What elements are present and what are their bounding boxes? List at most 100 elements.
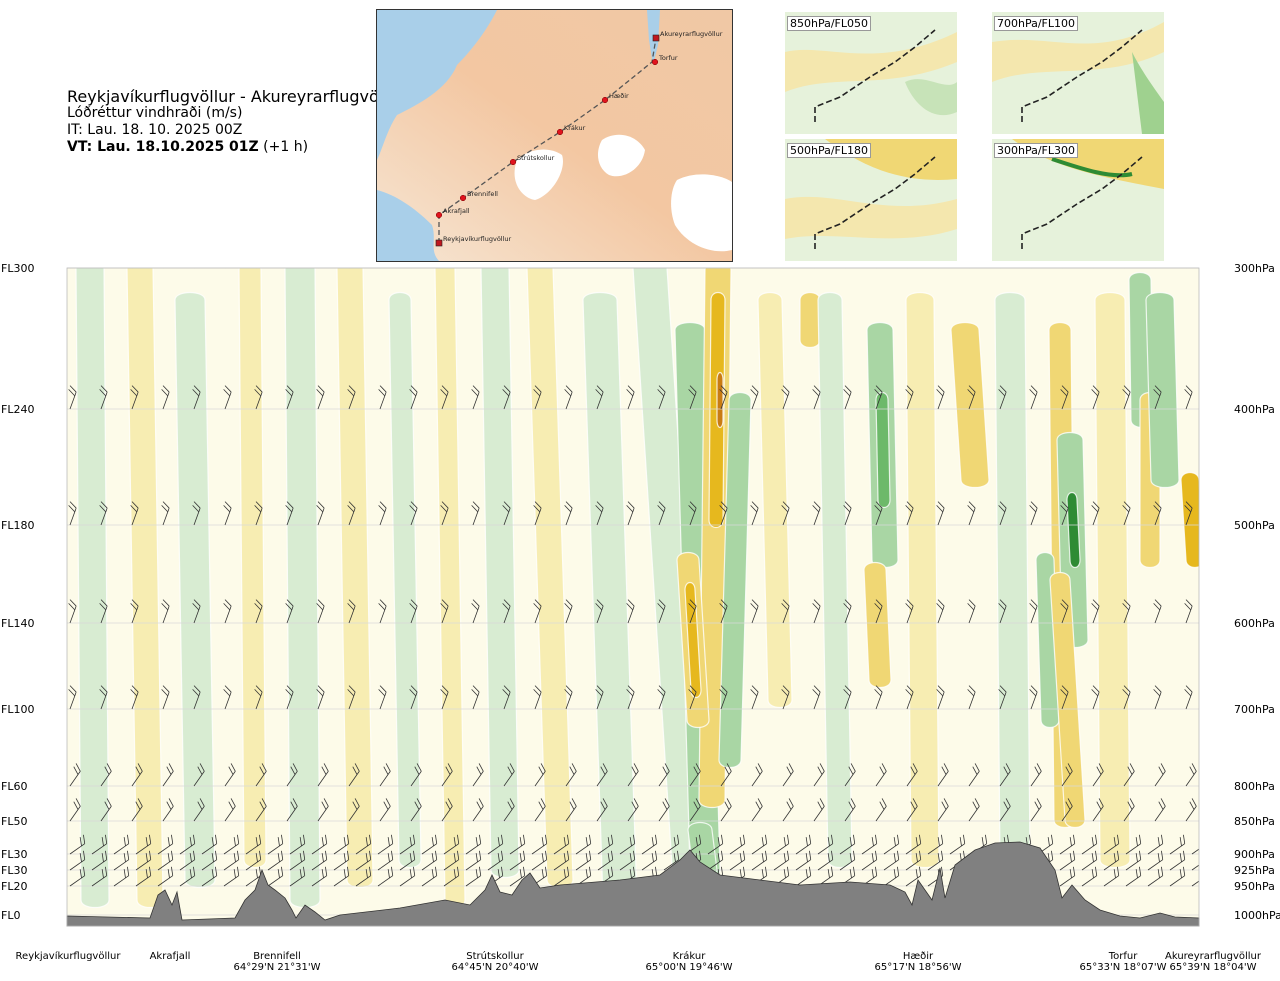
wind-barb: [1037, 850, 1054, 871]
wind-barb: [1029, 385, 1038, 410]
wind-barb: [937, 763, 949, 787]
wind-barb: [316, 385, 325, 410]
wind-barb-feather: [726, 798, 732, 807]
pressure-tick-label: 600hPa: [1234, 617, 1275, 630]
wind-barb-feather: [765, 834, 768, 844]
wind-barb-feather: [101, 837, 104, 847]
wind-barb-staff: [993, 859, 1009, 871]
velocity-band: [336, 268, 374, 889]
wind-barb: [688, 685, 697, 710]
wind-barb-staff: [534, 391, 542, 410]
wind-barb-feather: [563, 869, 566, 879]
wind-barbs: [68, 245, 1199, 887]
flight-level-tick-label: FL50: [1, 815, 27, 828]
wind-barb-staff: [597, 875, 613, 887]
wind-barb-feather: [673, 869, 676, 879]
wind-barb-staff: [410, 391, 418, 410]
wind-barb: [224, 798, 236, 822]
wind-barb-staff: [1185, 268, 1193, 269]
wind-barb-feather: [472, 385, 480, 393]
wind-barb-feather: [167, 837, 170, 847]
location-label: Strútskollur 64°45'N 20°40'W: [452, 951, 539, 973]
wind-barb: [657, 599, 666, 624]
wind-barb: [223, 850, 240, 871]
wind-barb-feather: [100, 245, 109, 251]
wind-barb: [157, 834, 174, 855]
location-name: Hæðir: [902, 951, 934, 962]
wind-barb: [685, 850, 702, 871]
wind-barb: [487, 866, 504, 887]
wind-barb-feather: [1153, 505, 1161, 513]
wind-barb-staff: [201, 843, 217, 855]
wind-barb-staff: [813, 771, 825, 787]
wind-barb: [193, 798, 205, 822]
wind-barb-feather: [69, 685, 77, 693]
wind-barb-staff: [619, 843, 635, 855]
wind-barb-feather: [677, 834, 680, 844]
wind-barb-feather: [655, 834, 658, 844]
wind-barb-staff: [487, 859, 503, 871]
wind-barb-staff: [1059, 875, 1075, 887]
wind-barb-feather: [564, 389, 572, 397]
wind-barb-feather: [1061, 501, 1069, 509]
wind-barb-feather: [805, 837, 808, 847]
wind-barb-staff: [465, 859, 481, 871]
wind-barb-feather: [1091, 389, 1099, 397]
wind-barb: [99, 501, 108, 526]
wind-barb-feather: [162, 385, 170, 393]
wind-barb-staff: [844, 605, 852, 624]
wind-barb-staff: [1154, 806, 1166, 822]
wind-barb: [1191, 875, 1199, 887]
wind-barb-staff: [1015, 843, 1031, 855]
wind-barb-feather: [106, 763, 112, 772]
wind-barb: [1169, 850, 1186, 871]
wind-barb-feather: [1095, 850, 1098, 860]
wind-barb-staff: [861, 859, 877, 871]
wind-barb: [1122, 599, 1131, 624]
wind-barb: [553, 866, 570, 887]
wind-barb-staff: [1191, 875, 1199, 887]
wind-barb-feather: [343, 837, 346, 847]
wind-barb-feather: [1025, 869, 1028, 879]
wind-barb-feather: [755, 766, 761, 775]
wind-barb-feather: [1029, 850, 1032, 860]
wind-barb-feather: [1185, 685, 1193, 693]
wind-barb-staff: [685, 859, 701, 871]
wind-barb-feather: [881, 798, 887, 807]
wind-barb: [1169, 834, 1186, 855]
wind-barb-feather: [1117, 866, 1120, 876]
wind-barb-staff: [627, 771, 639, 787]
wind-barb-feather: [1113, 853, 1116, 863]
wind-barb-staff: [641, 875, 657, 887]
wind-barb-staff: [465, 843, 481, 855]
wind-barb: [781, 501, 790, 526]
wind-barb-staff: [348, 605, 356, 624]
wind-barb: [533, 385, 542, 410]
wind-barb-feather: [321, 766, 327, 775]
wind-barb-staff: [751, 806, 763, 822]
wind-barb: [619, 850, 636, 871]
wind-barb-feather: [897, 866, 900, 876]
wind-barb-feather: [104, 801, 110, 810]
wind-barb-feather: [1051, 866, 1054, 876]
wind-barb-feather: [471, 505, 479, 513]
wind-barb-feather: [457, 834, 460, 844]
wind-barb: [720, 763, 732, 787]
wind-barb: [347, 385, 356, 410]
wind-barb-feather: [757, 763, 763, 772]
wind-barb: [68, 685, 77, 710]
location-label: Brennifell 64°29'N 21°31'W: [234, 951, 321, 973]
wind-barb: [1059, 834, 1076, 855]
wind-barb-feather: [440, 389, 448, 397]
wind-barb-feather: [849, 837, 852, 847]
location-label: Reykjavíkurflugvöllur: [16, 951, 121, 962]
wind-barb-feather: [1153, 689, 1161, 697]
wind-barb-feather: [79, 853, 82, 863]
wind-barb-feather: [441, 501, 449, 509]
wind-barb: [817, 834, 834, 855]
wind-barb: [1103, 866, 1120, 887]
wind-barb-staff: [534, 771, 546, 787]
pressure-tick-label: 1000hPa: [1234, 909, 1280, 922]
wind-barb: [967, 599, 976, 624]
wind-barb-feather: [563, 853, 566, 863]
